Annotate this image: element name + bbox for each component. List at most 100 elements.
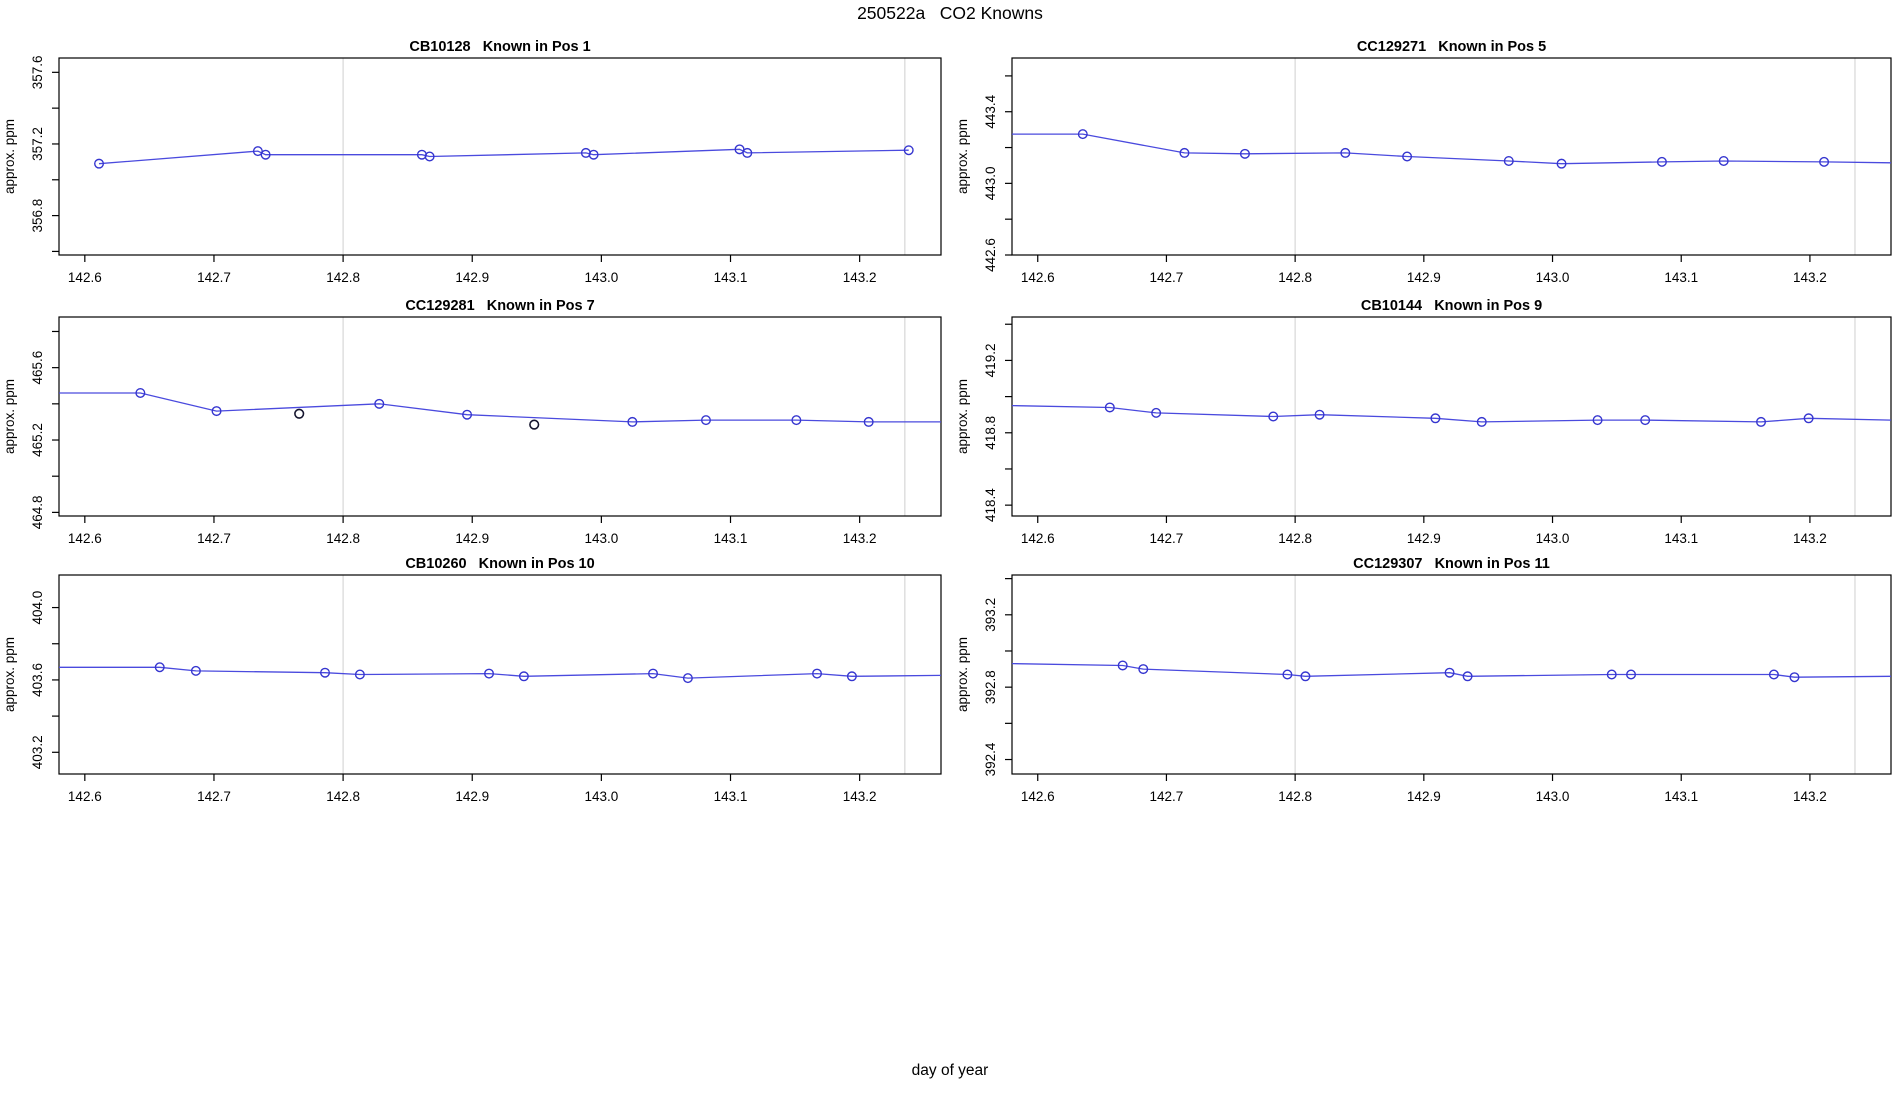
y-tick-label: 443.4 xyxy=(983,94,998,128)
x-tick-label: 143.0 xyxy=(1536,270,1570,285)
data-point xyxy=(1151,407,1162,418)
data-point xyxy=(742,147,753,158)
data-point xyxy=(903,145,914,156)
data-point xyxy=(484,668,495,679)
x-axis-title: day of year xyxy=(911,1062,989,1079)
y-tick-label: 403.6 xyxy=(30,663,45,697)
x-tick-label: 142.7 xyxy=(1150,531,1184,546)
data-point xyxy=(1819,156,1830,167)
data-point-dark xyxy=(294,408,305,419)
panel-cb10260: 142.6 142.7 142.8 142.9 143.0 143.1 143.2 403.2… xyxy=(2,556,942,804)
y-tick-label: 442.6 xyxy=(983,238,998,272)
x-tick-label: 143.2 xyxy=(1793,270,1827,285)
series-line xyxy=(59,666,942,679)
data-point xyxy=(154,662,165,673)
data-point xyxy=(700,415,711,426)
data-point xyxy=(1626,669,1637,680)
x-tick-label: 142.9 xyxy=(455,531,489,546)
data-point xyxy=(1592,415,1603,426)
y-axis-label: approx. ppm xyxy=(2,379,17,454)
plot-box xyxy=(1011,316,1892,517)
data-point xyxy=(682,673,693,684)
data-point xyxy=(462,409,473,420)
data-point xyxy=(94,158,105,169)
x-tick-label: 142.8 xyxy=(1278,531,1312,546)
data-point xyxy=(791,415,802,426)
plot-box xyxy=(58,574,942,775)
data-point xyxy=(1300,671,1311,682)
series-line xyxy=(1012,133,1892,165)
data-point xyxy=(1718,155,1729,166)
data-point xyxy=(1077,129,1088,140)
x-tick-label: 142.6 xyxy=(1021,789,1055,804)
data-point xyxy=(211,406,222,417)
plot-box xyxy=(58,316,942,517)
x-tick-label: 142.9 xyxy=(455,270,489,285)
x-tick-label: 143.0 xyxy=(1536,789,1570,804)
x-tick-label: 142.7 xyxy=(197,789,231,804)
x-tick-label: 143.1 xyxy=(714,531,748,546)
panel-title: CB10260 Known in Pos 10 xyxy=(405,556,594,572)
x-tick-label: 142.9 xyxy=(1407,531,1441,546)
data-point xyxy=(260,149,271,160)
y-axis-label: approx. ppm xyxy=(955,119,970,194)
figure-title: 250522a CO2 Knowns xyxy=(857,3,1043,23)
x-tick-label: 142.8 xyxy=(326,789,360,804)
data-point xyxy=(1444,667,1455,678)
data-point xyxy=(1239,148,1250,159)
x-tick-label: 143.0 xyxy=(584,531,618,546)
data-point xyxy=(1282,669,1293,680)
x-tick-label: 143.2 xyxy=(843,531,877,546)
data-point xyxy=(1476,416,1487,427)
x-tick-label: 142.9 xyxy=(1407,789,1441,804)
y-tick-label: 418.4 xyxy=(983,488,998,522)
data-point xyxy=(135,387,146,398)
y-tick-label: 357.6 xyxy=(30,55,45,89)
panel-cb10128: 142.6 142.7 142.8 142.9 143.0 143.1 143.2 356.8… xyxy=(2,39,942,285)
x-tick-label: 143.2 xyxy=(843,789,877,804)
x-tick-label: 142.7 xyxy=(197,531,231,546)
y-tick-label: 443.0 xyxy=(983,166,998,200)
data-point xyxy=(354,669,365,680)
x-tick-label: 143.0 xyxy=(584,789,618,804)
data-point xyxy=(1756,416,1767,427)
data-point xyxy=(424,151,435,162)
data-point xyxy=(846,671,857,682)
x-tick-label: 143.0 xyxy=(1536,531,1570,546)
data-point xyxy=(627,416,638,427)
data-point xyxy=(1268,411,1279,422)
data-point xyxy=(1462,671,1473,682)
data-point-dark xyxy=(529,419,540,430)
series-line xyxy=(98,148,909,165)
x-tick-label: 142.6 xyxy=(1021,531,1055,546)
data-point xyxy=(1606,669,1617,680)
data-point xyxy=(1117,660,1128,671)
data-point xyxy=(1640,415,1651,426)
x-tick-label: 142.7 xyxy=(197,270,231,285)
data-point xyxy=(518,671,529,682)
x-tick-label: 142.8 xyxy=(1278,789,1312,804)
plot-box xyxy=(1011,574,1892,775)
x-tick-label: 143.1 xyxy=(714,270,748,285)
y-axis-label: approx. ppm xyxy=(955,637,970,712)
data-point xyxy=(1340,147,1351,158)
x-tick-label: 142.9 xyxy=(455,789,489,804)
series-line xyxy=(1011,662,1892,678)
x-tick-label: 142.6 xyxy=(68,270,102,285)
y-tick-label: 403.2 xyxy=(30,735,45,769)
data-point xyxy=(1768,669,1779,680)
x-tick-label: 143.1 xyxy=(1664,789,1698,804)
x-tick-label: 142.7 xyxy=(1150,789,1184,804)
data-point xyxy=(1104,402,1115,413)
x-tick-label: 143.1 xyxy=(1664,531,1698,546)
panel-title: CC129307 Known in Pos 11 xyxy=(1353,556,1550,572)
data-point xyxy=(863,416,874,427)
x-tick-label: 142.8 xyxy=(326,531,360,546)
data-point xyxy=(812,668,823,679)
x-tick-label: 143.1 xyxy=(714,789,748,804)
x-tick-label: 143.2 xyxy=(843,270,877,285)
y-tick-label: 393.2 xyxy=(983,598,998,632)
y-tick-label: 465.2 xyxy=(30,423,45,457)
y-tick-label: 357.2 xyxy=(30,127,45,161)
